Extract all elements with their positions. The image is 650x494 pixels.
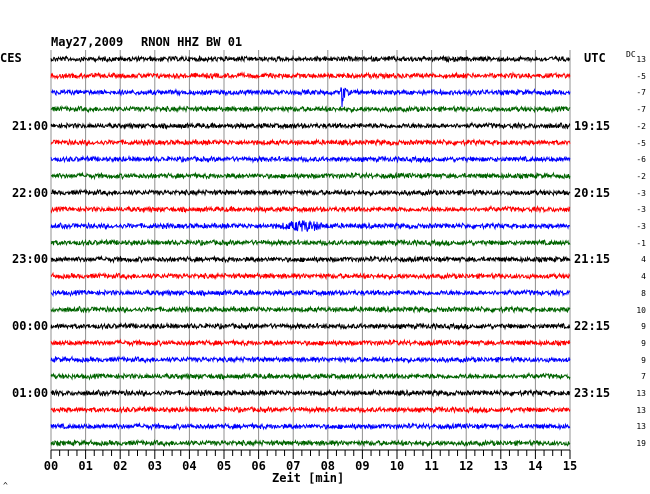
dc-offset-label: 4 [641, 272, 646, 282]
dc-label: DC [626, 50, 636, 59]
seismic-trace-8 [50, 188, 571, 197]
seismic-trace-12 [50, 254, 571, 264]
seismic-traces [50, 54, 571, 448]
dc-offset-label: 4 [641, 255, 646, 265]
seismic-trace-1 [50, 71, 571, 81]
x-axis: 00 01 02 03 04 05 06 07 08 09 10 11 12 13 14 15 [44, 449, 577, 473]
right-hour-label: 22:15 [574, 319, 611, 334]
seismic-trace-2 [50, 87, 571, 108]
dc-offset-label: 9 [641, 338, 646, 348]
seismic-trace-4 [50, 121, 571, 131]
seismic-trace-0 [50, 54, 571, 64]
dc-offset-label: -3 [636, 205, 646, 215]
plot-grid [50, 50, 571, 450]
seismic-trace-13 [50, 271, 571, 281]
seismic-trace-6 [50, 154, 571, 164]
seismic-trace-19 [50, 371, 571, 381]
right-timezone-label: UTC [584, 51, 606, 65]
x-tick-label: 03 [148, 459, 162, 473]
dc-offset-label: -7 [636, 105, 646, 115]
right-hour-label: 20:15 [574, 185, 611, 200]
dc-offset-label: 13 [636, 55, 646, 64]
left-hour-label: 00:00 [12, 319, 49, 334]
x-tick-label: 05 [217, 459, 231, 473]
x-tick-label: 13 [494, 459, 508, 473]
x-tick-label: 07 [286, 459, 300, 473]
seismic-trace-5 [50, 138, 571, 147]
seismic-trace-21 [50, 405, 571, 415]
dc-offset-label: 8 [641, 288, 646, 298]
left-hour-label: 22:00 [12, 185, 49, 200]
dc-offset-label: 9 [641, 355, 646, 365]
x-tick-label: 00 [44, 459, 58, 473]
dc-offset-label: 13 [636, 389, 646, 398]
dc-offset-label: -1 [636, 238, 646, 248]
x-tick-label: 02 [113, 459, 127, 473]
left-hour-label: 21:00 [12, 118, 49, 133]
seismic-trace-18 [50, 355, 571, 364]
right-hour-label: 23:15 [574, 386, 611, 400]
x-tick-label: 08 [321, 459, 335, 473]
x-tick-label: 15 [563, 459, 577, 473]
dc-offset-label: -2 [636, 171, 646, 181]
left-hour-label: 01:00 [12, 386, 49, 400]
dc-offset-label: -6 [636, 155, 646, 165]
x-tick-label: 14 [528, 459, 542, 473]
seismic-trace-11 [50, 238, 571, 248]
dc-offset-label: -3 [636, 222, 646, 231]
seismic-trace-22 [50, 421, 571, 431]
x-tick-label: 01 [78, 459, 92, 473]
right-hour-label: 19:15 [574, 118, 611, 133]
x-tick-label: 11 [424, 459, 438, 473]
seismic-trace-10 [50, 220, 571, 232]
seismic-trace-17 [50, 338, 571, 348]
dc-offset-label: 13 [636, 422, 646, 432]
dc-offset-label: 19 [636, 439, 646, 449]
seismic-trace-3 [50, 104, 571, 114]
x-tick-label: 06 [251, 459, 265, 473]
dc-offset-label: 10 [636, 305, 646, 315]
dc-offset-label: 9 [641, 322, 646, 332]
dc-offset-label: -2 [636, 121, 646, 131]
chart-date: May27,2009 [51, 35, 124, 49]
footer-mark: ^ [3, 481, 8, 490]
seismic-trace-14 [50, 288, 571, 298]
x-axis-label: Zeit [min] [272, 471, 345, 485]
seismic-trace-23 [50, 438, 571, 448]
dc-offset-label: -5 [636, 71, 646, 81]
left-timezone-label: CES [0, 51, 22, 65]
x-tick-label: 12 [459, 459, 473, 473]
dc-offset-label: 7 [641, 372, 646, 382]
x-tick-label: 09 [355, 459, 369, 473]
dc-offset-label: 13 [636, 405, 646, 415]
seismic-trace-7 [51, 171, 571, 181]
dc-offset-label: -5 [636, 138, 646, 148]
x-tick-label: 04 [182, 459, 196, 473]
left-hour-label: 23:00 [12, 252, 49, 267]
station-label: RNON HHZ BW 01 [141, 35, 243, 49]
seismic-trace-9 [50, 204, 571, 214]
right-hour-label: 21:15 [574, 252, 611, 267]
dc-offset-label: -3 [636, 188, 646, 198]
x-tick-label: 10 [390, 459, 404, 473]
seismic-trace-20 [50, 388, 571, 398]
seismic-trace-15 [50, 305, 571, 314]
dc-offset-label: -7 [636, 88, 646, 98]
seismic-trace-16 [50, 321, 571, 331]
